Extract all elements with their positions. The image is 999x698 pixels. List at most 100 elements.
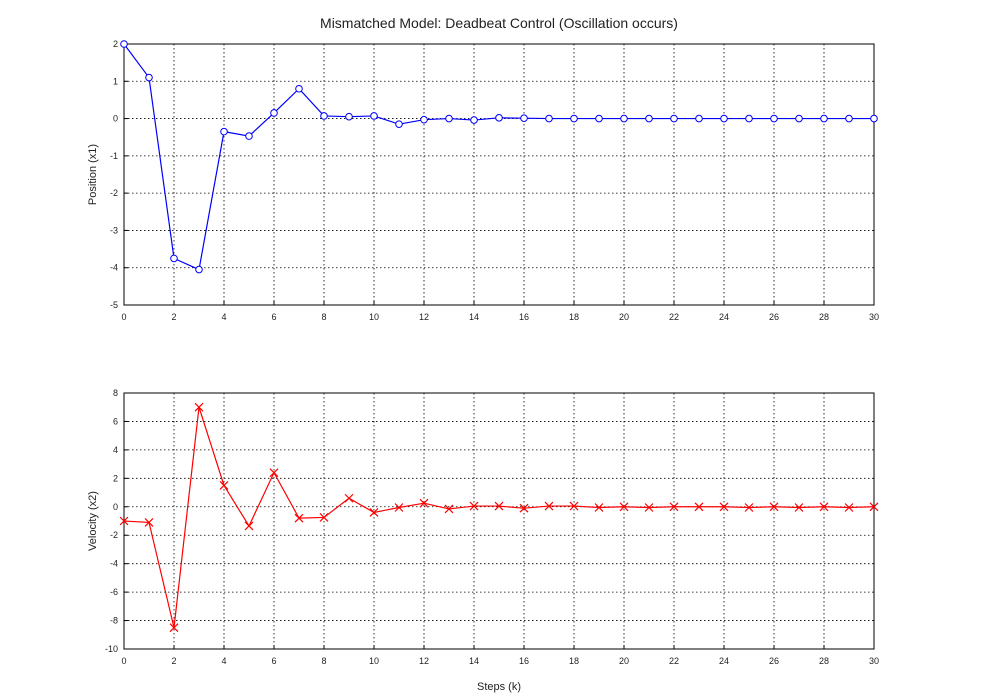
y-axis-label: Velocity (x2) xyxy=(87,491,99,551)
x-tick-label: 20 xyxy=(619,656,629,666)
data-point xyxy=(744,503,754,512)
data-point xyxy=(270,109,278,117)
plots-container: 0 2 4 6 8 10 12 14 16 18 20 22 24 26 28 30210-1-2-3-4-5… xyxy=(87,39,879,693)
data-point xyxy=(494,501,504,511)
x-tick-label: 10 xyxy=(369,312,379,322)
x-tick-label: 2 xyxy=(171,656,176,666)
data-point xyxy=(369,508,379,517)
data-point xyxy=(269,468,279,478)
y-tick-label: 2 xyxy=(113,39,118,49)
x-tick-label: 30 xyxy=(869,312,879,322)
x-tick-label: 22 xyxy=(669,656,679,666)
data-point xyxy=(145,73,153,82)
data-point xyxy=(295,84,303,93)
x-axis-label: Steps (k) xyxy=(477,681,521,693)
data-point xyxy=(795,114,803,123)
y-tick-label: -5 xyxy=(110,300,118,310)
data-point xyxy=(394,503,404,512)
data-point xyxy=(544,501,554,511)
x-tick-label: 28 xyxy=(819,312,829,322)
data-point xyxy=(144,517,154,527)
data-point xyxy=(444,504,454,514)
data-point xyxy=(845,114,853,123)
y-tick-label: 2 xyxy=(113,473,118,483)
data-point xyxy=(495,114,503,122)
data-point xyxy=(569,501,579,511)
x-tick-label: 14 xyxy=(469,312,479,322)
y-tick-label: -4 xyxy=(110,559,118,569)
x-tick-label: 8 xyxy=(321,312,326,322)
chart-title: Mismatched Model: Deadbeat Control (Osci… xyxy=(320,15,678,31)
y-tick-label: -8 xyxy=(110,616,118,626)
data-point xyxy=(820,114,828,123)
x-tick-label: 22 xyxy=(669,312,679,322)
data-point xyxy=(120,40,128,48)
data-point xyxy=(370,112,378,120)
x-tick-label: 4 xyxy=(221,312,226,322)
y-tick-label: -10 xyxy=(105,644,118,654)
x-tick-label: 16 xyxy=(519,312,529,322)
x-tick-label: 6 xyxy=(271,656,276,666)
data-point xyxy=(545,114,553,123)
x-tick-label: 10 xyxy=(369,656,379,666)
data-point xyxy=(395,120,403,128)
y-axis-label: Position (x1) xyxy=(87,144,99,205)
data-point xyxy=(869,502,879,512)
x-tick-label: 26 xyxy=(769,312,779,322)
data-point xyxy=(194,402,204,412)
data-point xyxy=(119,516,129,526)
x-tick-label: 0 xyxy=(121,656,126,666)
y-tick-label: -4 xyxy=(110,263,118,273)
y-tick-label: 8 xyxy=(113,388,118,398)
data-point xyxy=(694,502,704,512)
data-point xyxy=(720,114,728,123)
data-point xyxy=(320,112,328,120)
x-tick-label: 16 xyxy=(519,656,529,666)
x-tick-label: 28 xyxy=(819,656,829,666)
x-tick-label: 18 xyxy=(569,656,579,666)
data-point xyxy=(844,503,854,512)
chart-panel-1: 0 2 4 6 8 10 12 14 16 18 20 22 24 26 28 30210-1-2-3-4-5… xyxy=(87,39,879,322)
x-tick-label: 12 xyxy=(419,656,429,666)
data-point xyxy=(445,114,453,123)
axes-box xyxy=(123,392,875,650)
y-tick-label: 6 xyxy=(113,416,118,426)
x-tick-label: 24 xyxy=(719,312,729,322)
y-tick-label: -2 xyxy=(110,188,118,198)
data-point xyxy=(520,114,528,122)
data-point xyxy=(770,114,778,123)
x-tick-label: 20 xyxy=(619,312,629,322)
data-point xyxy=(220,127,228,136)
data-point xyxy=(344,493,354,503)
data-point xyxy=(669,502,679,512)
y-tick-label: 0 xyxy=(113,114,118,124)
data-point xyxy=(619,502,629,512)
data-point xyxy=(594,503,604,512)
data-point xyxy=(470,116,478,124)
data-point xyxy=(644,503,654,512)
y-tick-label: 0 xyxy=(113,502,118,512)
data-point xyxy=(170,254,178,263)
data-point xyxy=(244,521,254,531)
y-tick-label: 1 xyxy=(113,76,118,86)
data-point xyxy=(745,114,753,123)
data-point xyxy=(319,513,329,522)
x-tick-label: 14 xyxy=(469,656,479,666)
x-tick-label: 26 xyxy=(769,656,779,666)
x-tick-label: 30 xyxy=(869,656,879,666)
y-tick-label: -3 xyxy=(110,225,118,235)
x-tick-label: 0 xyxy=(121,312,126,322)
y-tick-label: 4 xyxy=(113,445,118,455)
chart-panel-2: 0 2 4 6 8 10 12 14 16 18 20 22 24 26 28 3086420-2-4-6-8… xyxy=(87,388,879,693)
axes-box xyxy=(123,43,875,306)
y-tick-label: -2 xyxy=(110,530,118,540)
data-point xyxy=(695,114,703,123)
data-point xyxy=(245,132,253,140)
data-point xyxy=(769,502,779,512)
x-tick-label: 4 xyxy=(221,656,226,666)
data-point xyxy=(519,503,529,513)
data-point xyxy=(570,114,578,123)
x-tick-label: 24 xyxy=(719,656,729,666)
data-point xyxy=(195,265,203,274)
data-point xyxy=(469,501,479,511)
